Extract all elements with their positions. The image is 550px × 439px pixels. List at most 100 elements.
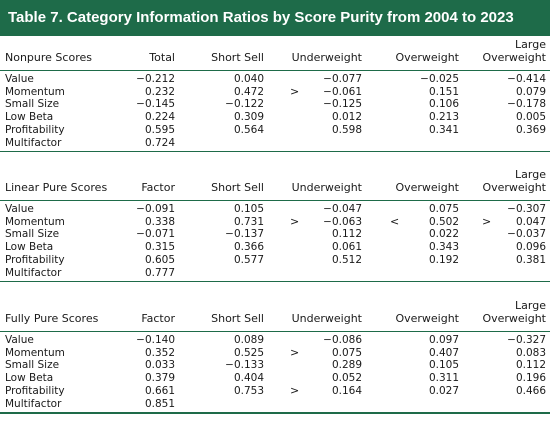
table-cell: −0.047 bbox=[323, 203, 362, 215]
table-cell: 0.151 bbox=[428, 85, 459, 98]
header-rule bbox=[0, 70, 550, 71]
panel-bottom-rule bbox=[0, 151, 550, 153]
comparison-symbol: < bbox=[390, 214, 400, 228]
comparison-symbol: > bbox=[290, 214, 300, 228]
table-cell: 0.381 bbox=[515, 253, 546, 266]
table-cell: −0.061 bbox=[323, 85, 362, 98]
table-cell: 0.502 bbox=[428, 215, 459, 228]
row-label: Momentum bbox=[5, 85, 65, 98]
table-cell: 0.047 bbox=[515, 215, 546, 228]
table-cell: 0.052 bbox=[331, 372, 362, 385]
column-header: Underweight bbox=[291, 51, 362, 64]
row-label: Value bbox=[5, 334, 34, 346]
table-row: Low Beta 0.379 0.404 0.052 0.311 0.196 bbox=[0, 372, 550, 385]
table-cell: 0.577 bbox=[233, 253, 264, 266]
table-cell: 0.525 bbox=[233, 346, 264, 359]
column-header: Overweight bbox=[395, 51, 459, 64]
table-cell: 0.369 bbox=[515, 123, 546, 136]
table-row: Value −0.212 0.040 −0.077 −0.025 −0.414 bbox=[0, 73, 550, 86]
table-row: Low Beta 0.315 0.366 0.061 0.343 0.096 bbox=[0, 241, 550, 254]
table-cell: 0.196 bbox=[515, 372, 546, 385]
table-cell: 0.005 bbox=[515, 111, 546, 124]
table-cell: 0.105 bbox=[233, 203, 264, 215]
row-label: Value bbox=[5, 73, 34, 85]
table-cell: −0.307 bbox=[507, 203, 546, 215]
table-cell: 0.096 bbox=[515, 241, 546, 254]
table-cell: 0.466 bbox=[515, 384, 546, 397]
table-cell: 0.595 bbox=[144, 123, 175, 136]
table-cell: −0.212 bbox=[136, 73, 175, 85]
row-label: Low Beta bbox=[5, 372, 54, 385]
table-cell: 0.564 bbox=[233, 123, 264, 136]
row-label: Low Beta bbox=[5, 111, 54, 124]
table-cell: 0.311 bbox=[428, 372, 459, 385]
table-row: Momentum 0.232 0.472 −0.061 0.151 0.079 > bbox=[0, 84, 550, 99]
table-cell: 0.289 bbox=[331, 359, 362, 372]
table-row: Momentum 0.338 0.731 −0.063 0.502 0.047 > < > bbox=[0, 214, 550, 229]
table-cell: 0.232 bbox=[144, 85, 175, 98]
table-cell: 0.061 bbox=[331, 241, 362, 254]
table-cell: 0.404 bbox=[233, 372, 264, 385]
table-row: Value −0.140 0.089 −0.086 0.097 −0.327 bbox=[0, 334, 550, 347]
table-cell: 0.079 bbox=[515, 85, 546, 98]
table-cell: 0.379 bbox=[144, 372, 175, 385]
table-cell: 0.075 bbox=[331, 346, 362, 359]
panel-header: Fully Pure Scores Factor Short Sell Underwe… bbox=[0, 297, 550, 329]
table-cell: −0.077 bbox=[323, 73, 362, 85]
table-cell: −0.133 bbox=[225, 359, 264, 372]
column-header: Overweight bbox=[395, 181, 459, 194]
table-cell: 0.343 bbox=[428, 241, 459, 254]
table-cell: 0.341 bbox=[428, 123, 459, 136]
comparison-symbol: > bbox=[290, 84, 300, 98]
table-cell: 0.089 bbox=[233, 334, 264, 346]
panel-name: Nonpure Scores bbox=[5, 51, 92, 64]
table-row: Profitability 0.605 0.577 0.512 0.192 0.381 bbox=[0, 254, 550, 267]
column-header: Short Sell bbox=[211, 181, 264, 194]
table-row: Small Size −0.071 −0.137 0.112 0.022 −0.037 bbox=[0, 228, 550, 241]
comparison-symbol: > bbox=[290, 345, 300, 359]
table-row: Small Size −0.145 −0.122 −0.125 0.106 −0.178 bbox=[0, 98, 550, 111]
table-row: Multifactor 0.777 bbox=[0, 267, 550, 280]
row-label: Value bbox=[5, 203, 34, 215]
table-cell: 0.338 bbox=[144, 215, 175, 228]
row-label: Profitability bbox=[5, 253, 65, 266]
column-header: Factor bbox=[141, 312, 175, 325]
table-cell: 0.033 bbox=[144, 359, 175, 372]
panel-header: Nonpure Scores Total Short Sell Underweight… bbox=[0, 36, 550, 68]
table-cell: 0.106 bbox=[428, 98, 459, 111]
table-title: Table 7. Category Information Ratios by … bbox=[0, 0, 550, 36]
panel-bottom-rule bbox=[0, 281, 550, 283]
comparison-symbol: > bbox=[482, 214, 492, 228]
table-row: Momentum 0.352 0.525 0.075 0.407 0.083 > bbox=[0, 345, 550, 360]
table-cell: 0.605 bbox=[144, 253, 175, 266]
row-label: Momentum bbox=[5, 215, 65, 228]
table-cell: 0.112 bbox=[331, 228, 362, 241]
table-cell: 0.366 bbox=[233, 241, 264, 254]
panel-name: Fully Pure Scores bbox=[5, 312, 99, 325]
table-cell: −0.086 bbox=[323, 334, 362, 346]
table-cell: 0.192 bbox=[428, 253, 459, 266]
column-header: Large Overweight bbox=[482, 299, 546, 325]
table-row: Profitability 0.661 0.753 0.164 0.027 0.466 > bbox=[0, 384, 550, 398]
table-cell: 0.022 bbox=[428, 228, 459, 241]
table-cell: 0.315 bbox=[144, 241, 175, 254]
table-row: Profitability 0.595 0.564 0.598 0.341 0.369 bbox=[0, 124, 550, 137]
table-cell: 0.040 bbox=[233, 73, 264, 85]
table-cell: −0.145 bbox=[136, 98, 175, 111]
table-cell: 0.224 bbox=[144, 111, 175, 124]
row-label: Profitability bbox=[5, 123, 65, 136]
table-cell: −0.327 bbox=[507, 334, 546, 346]
row-label: Multifactor bbox=[5, 397, 62, 410]
row-label: Low Beta bbox=[5, 241, 54, 254]
column-header: Underweight bbox=[291, 312, 362, 325]
row-label: Profitability bbox=[5, 384, 65, 397]
table-row: Low Beta 0.224 0.309 0.012 0.213 0.005 bbox=[0, 111, 550, 124]
table-cell: 0.112 bbox=[515, 359, 546, 372]
table-row: Value −0.091 0.105 −0.047 0.075 −0.307 bbox=[0, 203, 550, 216]
table-cell: 0.777 bbox=[144, 266, 175, 279]
table-cell: 0.213 bbox=[428, 111, 459, 124]
table-cell: 0.472 bbox=[233, 85, 264, 98]
table-cell: −0.414 bbox=[507, 73, 546, 85]
column-header: Short Sell bbox=[211, 51, 264, 64]
table-cell: −0.125 bbox=[323, 98, 362, 111]
